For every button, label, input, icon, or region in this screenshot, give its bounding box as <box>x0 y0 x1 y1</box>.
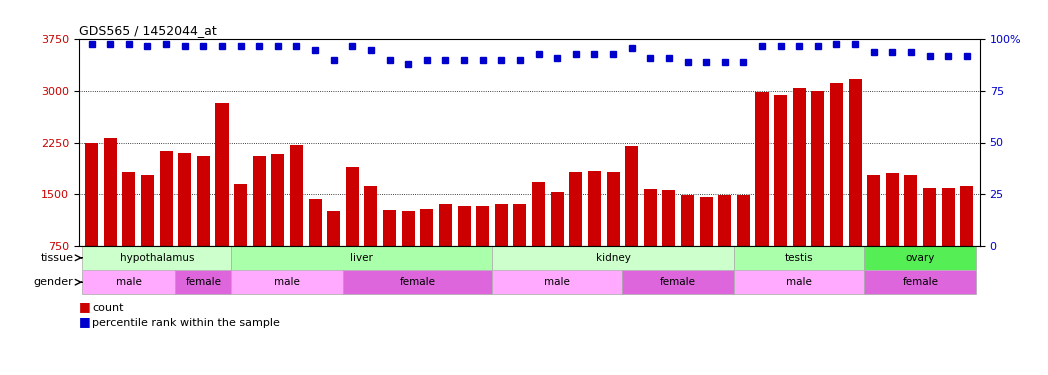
Bar <box>476 206 489 297</box>
Bar <box>681 195 694 297</box>
Bar <box>942 188 955 297</box>
Bar <box>290 145 303 297</box>
Bar <box>886 173 899 297</box>
Bar <box>401 211 415 297</box>
Bar <box>384 210 396 297</box>
Bar <box>308 199 322 297</box>
Text: female: female <box>902 277 938 287</box>
Bar <box>365 186 377 297</box>
Bar <box>492 246 734 270</box>
Bar <box>439 204 452 297</box>
Bar <box>216 104 228 297</box>
Bar <box>960 186 974 297</box>
Bar <box>141 175 154 297</box>
Bar <box>178 153 191 297</box>
Bar <box>159 151 173 297</box>
Bar <box>458 206 471 297</box>
Bar <box>867 175 880 297</box>
Bar <box>626 146 638 297</box>
Text: female: female <box>399 277 436 287</box>
Bar <box>737 195 750 297</box>
Text: percentile rank within the sample: percentile rank within the sample <box>92 318 280 328</box>
Bar <box>588 171 601 297</box>
Bar <box>492 270 623 294</box>
Text: hypothalamus: hypothalamus <box>119 253 194 263</box>
Bar <box>104 138 116 297</box>
Bar <box>865 246 976 270</box>
Bar <box>756 92 768 297</box>
Bar <box>718 195 732 297</box>
Text: liver: liver <box>350 253 373 263</box>
Bar <box>923 188 936 297</box>
Bar <box>734 270 865 294</box>
Bar <box>643 189 657 297</box>
Text: ovary: ovary <box>905 253 935 263</box>
Bar <box>569 172 583 297</box>
Bar <box>607 172 619 297</box>
Bar <box>550 192 564 297</box>
Text: kidney: kidney <box>595 253 631 263</box>
Text: count: count <box>92 303 124 313</box>
Bar <box>830 83 843 297</box>
Bar <box>83 246 232 270</box>
Bar <box>849 79 861 297</box>
Bar <box>197 156 210 297</box>
Bar <box>865 270 976 294</box>
Bar <box>83 270 175 294</box>
Text: ■: ■ <box>79 315 90 328</box>
Text: male: male <box>544 277 570 287</box>
Bar <box>811 91 825 297</box>
Bar <box>514 204 526 297</box>
Bar <box>234 184 247 297</box>
Text: gender: gender <box>34 277 73 287</box>
Bar <box>904 175 917 297</box>
Bar <box>700 197 713 297</box>
Bar <box>792 87 806 297</box>
Bar <box>271 154 284 297</box>
Bar <box>327 211 341 297</box>
Text: male: male <box>116 277 141 287</box>
Bar <box>232 246 492 270</box>
Text: ■: ■ <box>79 300 90 313</box>
Bar <box>734 246 865 270</box>
Bar <box>420 209 433 297</box>
Text: GDS565 / 1452044_at: GDS565 / 1452044_at <box>79 24 216 37</box>
Bar <box>253 156 266 297</box>
Bar <box>232 270 343 294</box>
Text: female: female <box>660 277 696 287</box>
Bar <box>85 142 99 297</box>
Text: female: female <box>185 277 221 287</box>
Bar <box>343 270 492 294</box>
Bar <box>774 95 787 297</box>
Bar <box>346 166 358 297</box>
Bar <box>532 182 545 297</box>
Bar <box>175 270 232 294</box>
Text: testis: testis <box>785 253 813 263</box>
Bar <box>623 270 734 294</box>
Text: male: male <box>786 277 812 287</box>
Text: tissue: tissue <box>41 253 73 263</box>
Text: male: male <box>275 277 300 287</box>
Bar <box>495 204 508 297</box>
Bar <box>123 172 135 297</box>
Bar <box>662 190 675 297</box>
